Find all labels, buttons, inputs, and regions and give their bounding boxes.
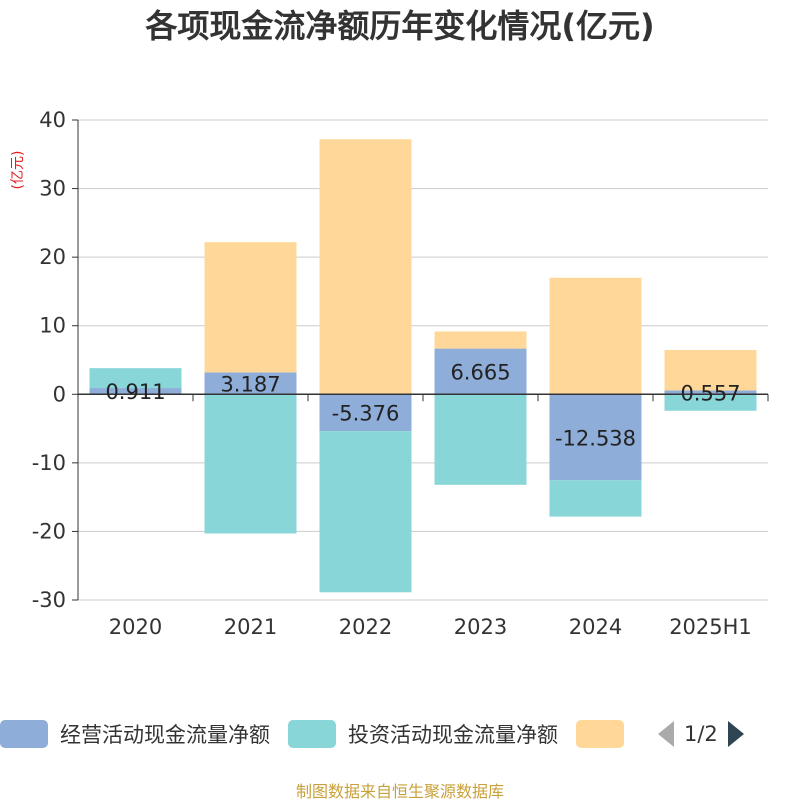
legend-label-operating: 经营活动现金流量净额 (60, 723, 270, 747)
bar-2021-series-2[interactable] (204, 242, 297, 373)
x-tick-label-2024: 2024 (569, 615, 622, 639)
data-label-2025H1: 0.557 (680, 381, 740, 405)
bar-2023-series-1[interactable] (434, 394, 527, 485)
bar-2025H1-series-0[interactable] (664, 390, 757, 395)
data-label-2023: 6.665 (450, 360, 510, 384)
x-tick-label-2020: 2020 (109, 615, 162, 639)
bar-2025H1-series-2[interactable] (664, 350, 757, 391)
bar-2024-series-0[interactable] (549, 394, 642, 481)
bar-2022-series-2[interactable] (319, 139, 412, 395)
y-tick-label: -30 (32, 588, 66, 612)
legend-prev-page-icon[interactable] (658, 721, 674, 747)
bar-2022-series-0[interactable] (319, 394, 412, 432)
legend-page-indicator: 1/2 (684, 722, 718, 746)
x-tick-label-2021: 2021 (224, 615, 277, 639)
legend-label-investing: 投资活动现金流量净额 (348, 723, 558, 747)
bar-2024-series-2[interactable] (549, 277, 642, 395)
bar-2023-series-0[interactable] (434, 348, 527, 395)
bars (89, 139, 757, 593)
x-tick-label-2025H1: 2025H1 (669, 615, 752, 639)
x-tick-label-2022: 2022 (339, 615, 392, 639)
source-note: 制图数据来自恒生聚源数据库 (295, 782, 504, 801)
chart-title: 各项现金流净额历年变化情况(亿元) (145, 7, 655, 45)
y-tick-label: 0 (53, 382, 66, 406)
data-labels: 0.911 3.187 -5.376 6.665 -12.538 0.557 (105, 360, 740, 450)
legend: 经营活动现金流量净额 投资活动现金流量净额 1/2 (0, 714, 800, 754)
bar-2023-series-2[interactable] (434, 331, 527, 349)
data-label-2024: -12.538 (555, 426, 636, 450)
data-label-2022: -5.376 (332, 402, 400, 426)
bar-2020-series-0[interactable] (89, 388, 182, 395)
y-tick-label: 20 (39, 245, 66, 269)
legend-swatch-operating (0, 720, 48, 748)
legend-swatch-investing (288, 720, 336, 748)
axes: -30 -20 -10 0 10 20 30 40 2020 2021 2022 2023 2024 20… (32, 108, 769, 639)
data-label-2021: 3.187 (220, 372, 280, 396)
legend-item-operating[interactable]: 经营活动现金流量净额 (0, 719, 270, 749)
bar-2021-series-0[interactable] (204, 372, 297, 395)
legend-item-financing[interactable] (576, 720, 636, 748)
y-tick-label: 40 (39, 108, 66, 132)
bar-2025H1-series-1[interactable] (664, 394, 757, 411)
y-tick-label: 10 (39, 314, 66, 338)
bar-2020-series-1[interactable] (89, 368, 182, 389)
legend-next-page-icon[interactable] (727, 721, 744, 747)
legend-item-investing[interactable]: 投资活动现金流量净额 (288, 719, 558, 749)
y-axis-unit-label: (亿元) (10, 151, 26, 190)
legend-swatch-financing (576, 720, 624, 748)
y-tick-label: 30 (39, 177, 66, 201)
bar-2024-series-1[interactable] (549, 480, 642, 517)
y-tick-label: -20 (32, 519, 66, 543)
bar-2022-series-1[interactable] (319, 431, 412, 593)
y-tick-label: -10 (32, 451, 66, 475)
data-label-2020: 0.911 (105, 380, 165, 404)
bar-2021-series-1[interactable] (204, 394, 297, 534)
legend-pagination: 1/2 (658, 721, 744, 747)
x-tick-label-2023: 2023 (454, 615, 507, 639)
